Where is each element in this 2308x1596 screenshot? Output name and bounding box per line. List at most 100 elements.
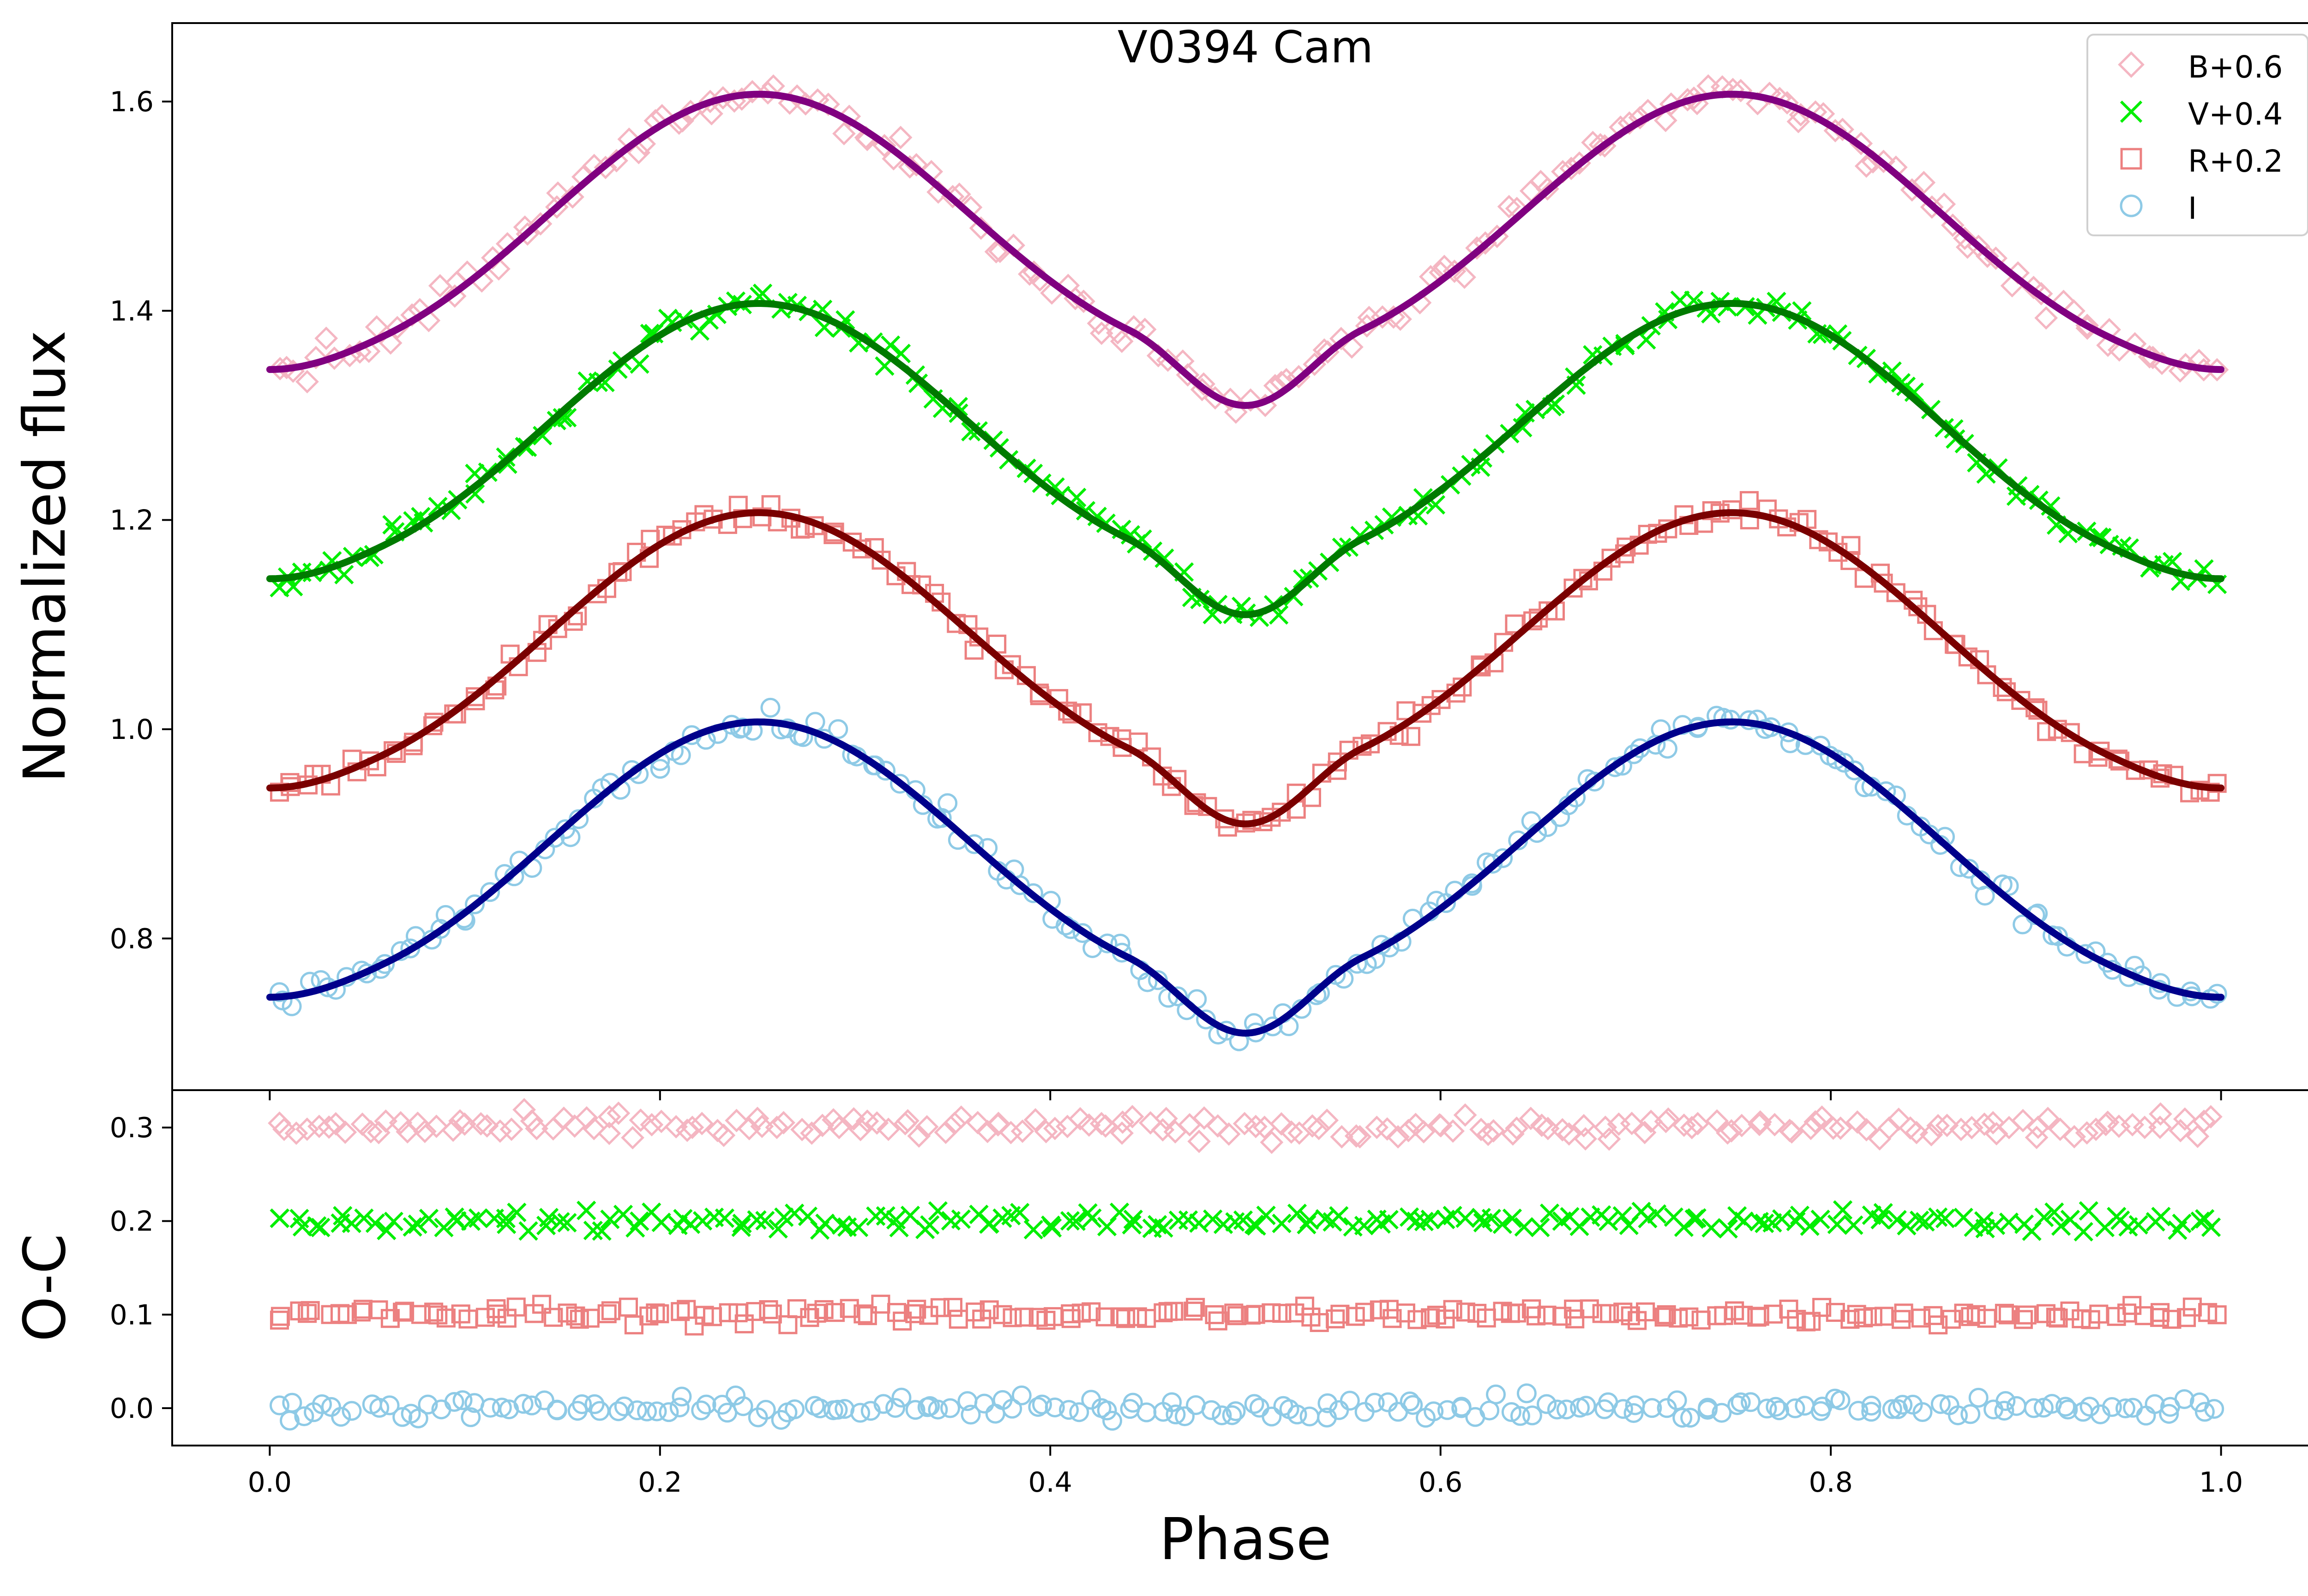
flux-data-point — [334, 564, 354, 585]
residual-series-square — [270, 1295, 2227, 1336]
residual-data-point — [1023, 1108, 1047, 1132]
residual-data-point — [1429, 1114, 1453, 1138]
residual-data-point — [1111, 1110, 1135, 1134]
flux-data-point — [2034, 306, 2058, 330]
residual-data-point — [734, 1314, 754, 1333]
residual-data-point — [1412, 1120, 1436, 1144]
residual-data-point — [731, 1217, 751, 1237]
flux-data-point — [2091, 741, 2110, 761]
residual-data-point — [284, 1121, 308, 1145]
residual-data-point — [592, 1221, 612, 1241]
flux-data-point — [889, 126, 913, 150]
flux-data-point — [1431, 690, 1451, 709]
flux-data-point — [1168, 986, 1188, 1007]
residual-data-point — [943, 1298, 962, 1317]
residual-data-point — [492, 1398, 512, 1418]
residual-data-point — [1122, 1215, 1142, 1235]
residual-data-point — [1785, 1398, 1805, 1418]
residual-data-point — [1082, 1208, 1102, 1228]
residual-data-point — [2151, 1206, 2171, 1226]
residual-data-point — [1719, 1119, 1743, 1143]
residual-data-point — [1810, 1209, 1830, 1230]
residual-data-point — [1148, 1215, 1167, 1235]
flux-data-point — [560, 827, 581, 847]
residual-data-point — [2025, 1126, 2049, 1149]
flux-data-point — [984, 240, 1008, 264]
residual-data-point — [1246, 1305, 1265, 1324]
flux-data-point — [872, 551, 891, 570]
legend-entry-b: B+0.6 — [2118, 49, 2283, 85]
residual-data-point — [1928, 1207, 1948, 1227]
residual-data-point — [544, 1308, 563, 1327]
residual-data-point — [685, 1316, 704, 1336]
residual-data-point — [1034, 1120, 1058, 1144]
residual-data-point — [1912, 1402, 1933, 1422]
residual-data-point — [1657, 1305, 1676, 1325]
residual-data-point — [1317, 1393, 1338, 1413]
x-tick-label: 0.2 — [638, 1466, 682, 1499]
flux-data-point — [1844, 760, 1864, 780]
legend: B+0.6 V+0.4 R+0.2 I — [2086, 34, 2308, 236]
flux-data-point — [817, 92, 840, 116]
residual-data-point — [488, 1119, 512, 1143]
residual-data-point — [1826, 1302, 1845, 1322]
residual-data-point — [525, 1116, 548, 1140]
residual-data-point — [1527, 1306, 1546, 1326]
residual-data-point — [747, 1210, 767, 1230]
residual-data-point — [1998, 1305, 2018, 1325]
flux-data-point — [1584, 771, 1605, 792]
flux-data-point — [964, 641, 984, 660]
residual-data-point — [2186, 1124, 2210, 1148]
residual-data-point — [1530, 1113, 1554, 1137]
residual-data-point — [1382, 1309, 1402, 1328]
residual-data-point — [630, 1211, 649, 1231]
flux-data-point — [1292, 569, 1313, 589]
residual-data-point — [539, 1208, 559, 1228]
flux-y-axis-label: Normalized flux — [12, 330, 78, 783]
residual-data-point — [692, 1211, 713, 1231]
residual-data-point — [1272, 1303, 1292, 1323]
residual-data-point — [750, 1115, 774, 1138]
flux-data-point — [1483, 853, 1503, 874]
residual-data-point — [1272, 1213, 1292, 1233]
residual-data-point — [855, 1109, 879, 1133]
residual-data-point — [680, 1214, 701, 1234]
residual-data-point — [647, 1401, 667, 1422]
residual-data-point — [1727, 1395, 1748, 1415]
residual-data-point — [1082, 1302, 1101, 1321]
residual-panel: 0.0 0.2 0.4 0.6 0.8 1.0 0.0 0.1 0.2 0.3 O-C Phase — [12, 1089, 2308, 1573]
residual-data-point — [468, 1208, 488, 1228]
residual-data-point — [2182, 1297, 2202, 1317]
flux-data-point — [969, 216, 993, 240]
residual-data-point — [1375, 1117, 1399, 1141]
legend-marker-square — [2120, 148, 2142, 170]
residual-data-point — [1730, 1114, 1754, 1137]
residual-data-point — [763, 1304, 782, 1324]
residual-data-point — [1687, 1208, 1707, 1228]
residual-data-point — [999, 1121, 1023, 1145]
residual-data-point — [671, 1302, 690, 1321]
residual-data-point — [1522, 1299, 1541, 1319]
flux-data-point — [756, 81, 780, 105]
residual-data-point — [552, 1106, 576, 1130]
residual-data-point — [518, 1221, 538, 1241]
flux-data-point — [1912, 171, 1936, 194]
residual-data-point — [1892, 1310, 1911, 1329]
residual-data-point — [1329, 1206, 1349, 1226]
flux-data-point — [1497, 195, 1521, 219]
residual-data-point — [1679, 1307, 1699, 1326]
residual-data-point — [1633, 1121, 1657, 1145]
residual-data-point — [1011, 1385, 1032, 1405]
residual-data-point — [369, 1398, 390, 1418]
residual-data-point — [1780, 1120, 1804, 1144]
residual-data-point — [272, 1117, 296, 1141]
residual-data-point — [1206, 1114, 1230, 1138]
residual-data-point — [2148, 1116, 2172, 1139]
residual-data-point — [597, 1105, 621, 1129]
residual-data-point — [715, 1208, 735, 1228]
residual-data-point — [1844, 1215, 1863, 1235]
residual-data-point — [1203, 1209, 1223, 1229]
residual-data-point — [312, 1394, 332, 1415]
residual-data-point — [1949, 1117, 1973, 1141]
residual-data-point — [1123, 1209, 1143, 1230]
